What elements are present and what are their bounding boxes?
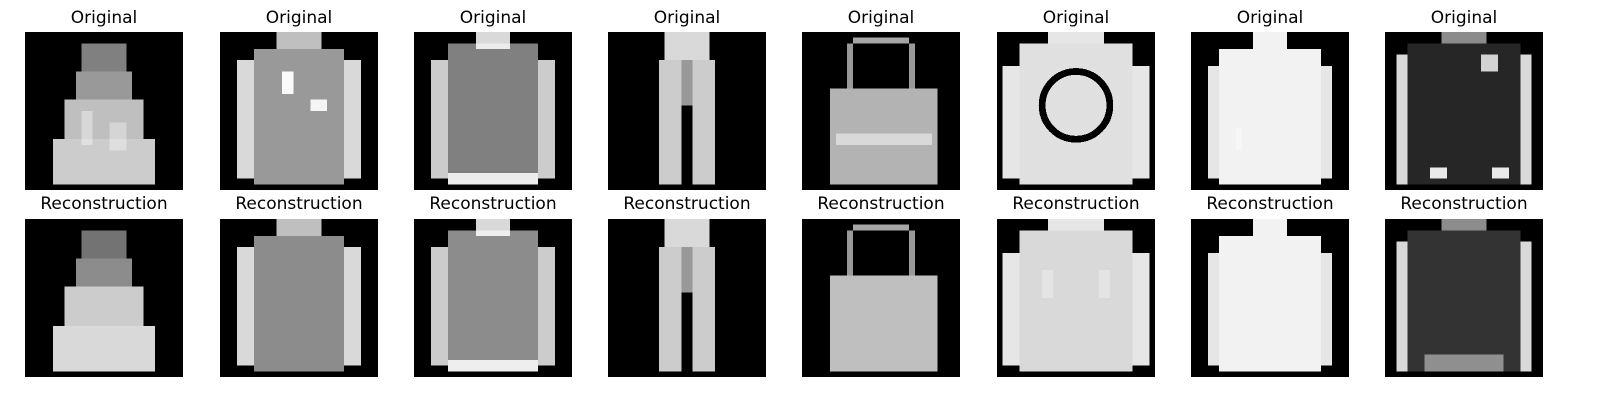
- original-image-trousers: [608, 32, 766, 190]
- reconstruction-title: Reconstruction: [1400, 194, 1528, 214]
- original-image-handbag: [802, 32, 960, 190]
- original-image-white-pullover: [1191, 32, 1349, 190]
- reconstruction-image-dress: [25, 219, 183, 377]
- original-image-dress: [25, 32, 183, 190]
- original-title: Original: [847, 8, 915, 28]
- reconstruction-title: Reconstruction: [40, 194, 168, 214]
- reconstruction-image-sweater-with-circle-print: [997, 219, 1155, 377]
- reconstruction-image-white-pullover: [1191, 219, 1349, 377]
- original-title: Original: [459, 8, 527, 28]
- original-image-pullover-with-graphics: [220, 32, 378, 190]
- reconstruction-image-handbag: [802, 219, 960, 377]
- reconstruction-image-trousers: [608, 219, 766, 377]
- reconstruction-title: Reconstruction: [1206, 194, 1334, 214]
- original-image-dark-jacket: [1385, 32, 1543, 190]
- original-title: Original: [1236, 8, 1304, 28]
- original-image-shirt: [414, 32, 572, 190]
- reconstruction-image-pullover-with-graphics: [220, 219, 378, 377]
- reconstruction-image-dark-jacket: [1385, 219, 1543, 377]
- reconstruction-title: Reconstruction: [817, 194, 945, 214]
- reconstruction-title: Reconstruction: [429, 194, 557, 214]
- original-image-sweater-with-circle-print: [997, 32, 1155, 190]
- original-title: Original: [653, 8, 721, 28]
- original-title: Original: [70, 8, 138, 28]
- reconstruction-image-shirt: [414, 219, 572, 377]
- reconstruction-title: Reconstruction: [235, 194, 363, 214]
- reconstruction-title: Reconstruction: [1012, 194, 1140, 214]
- reconstruction-title: Reconstruction: [623, 194, 751, 214]
- original-title: Original: [1042, 8, 1110, 28]
- original-title: Original: [265, 8, 333, 28]
- original-title: Original: [1430, 8, 1498, 28]
